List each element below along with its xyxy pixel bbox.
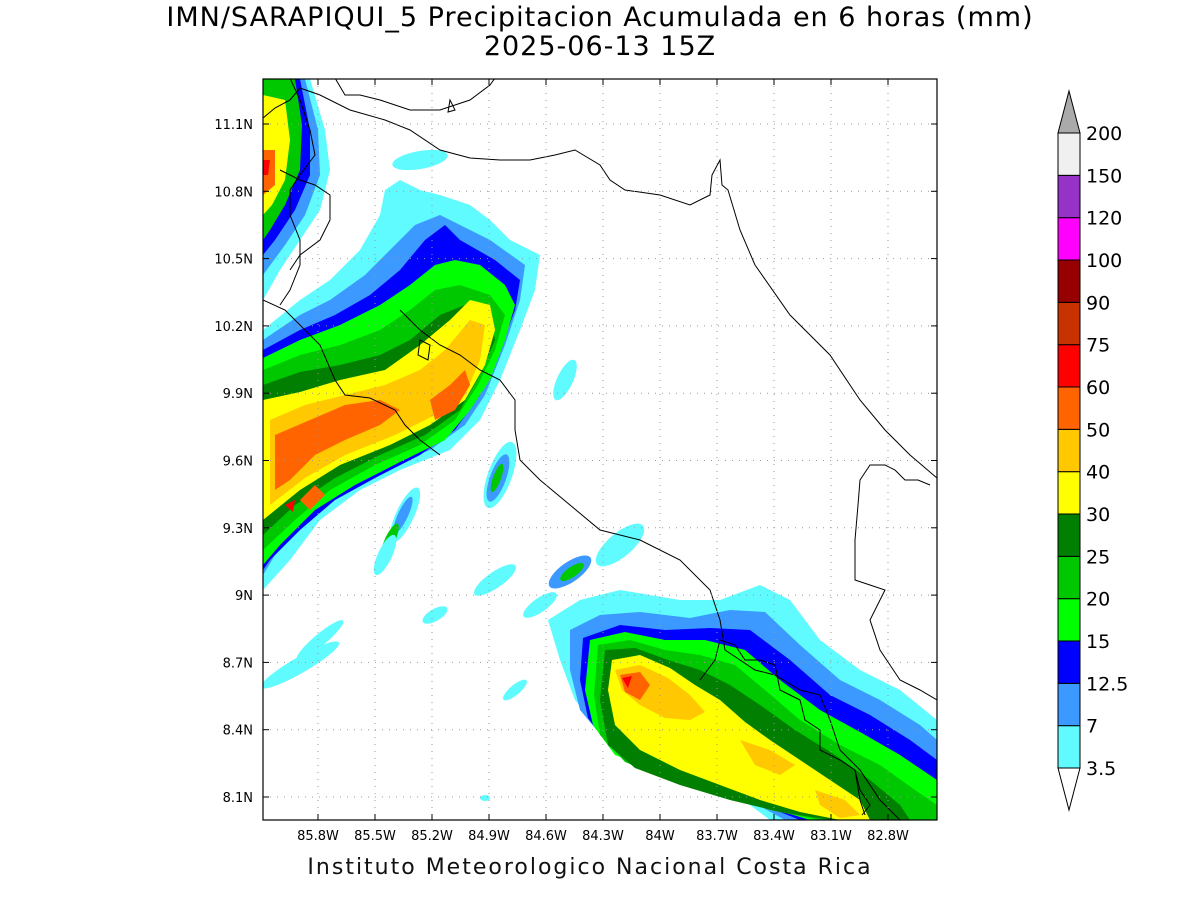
colorbar-swatch [1057,555,1081,600]
lon-tick-label: 83.1W [810,829,852,844]
colorbar-label: 12.5 [1086,673,1128,695]
colorbar-swatch [1057,428,1081,473]
colorbar-label: 60 [1086,377,1110,399]
colorbar-label: 100 [1086,250,1122,272]
coastline-borders [263,79,937,820]
lat-tick-label: 9.9N [223,387,253,402]
lat-tick-label: 10.8N [214,185,253,200]
lat-tick-label: 9.3N [223,522,253,537]
longitude-axis: 85.8W 85.5W 85.2W 84.9W 84.6W 84.3W 84W 83.7W 83… [297,79,909,844]
lon-tick-label: 84.6W [525,829,567,844]
rain-band-southeast [548,585,937,820]
map-title: IMN/SARAPIQUI_5 Precipitacion Acumulada … [166,2,1034,33]
colorbar-label: 120 [1086,208,1122,230]
colorbar-swatch [1057,301,1081,346]
colorbar-label: 90 [1086,292,1110,314]
colorbar-swatch [1057,132,1081,176]
rain-band-northwest [263,180,540,590]
colorbar-label: 50 [1086,419,1110,441]
colorbar-legend: 3.5 7 12.5 15 20 25 30 40 50 60 75 90 100 120 150 200 [1057,89,1128,812]
colorbar-swatch [1057,386,1081,430]
lon-tick-label: 84W [645,829,675,844]
colorbar-swatch [1057,682,1081,727]
lat-tick-label: 11.1N [214,118,253,133]
lat-lon-grid [263,79,937,820]
rain-band-north-coast [263,79,330,300]
lon-tick-label: 84.9W [468,829,510,844]
colorbar-swatch [1057,217,1081,261]
lat-tick-label: 9.6N [223,455,253,470]
colorbar-label: 7 [1086,716,1098,738]
colorbar-swatch [1057,598,1081,642]
colorbar-max-arrow [1057,89,1081,134]
colorbar-swatch [1057,725,1081,769]
colorbar-swatch [1057,640,1081,684]
lon-tick-label: 84.3W [582,829,624,844]
colorbar-label: 75 [1086,335,1110,357]
lon-tick-label: 83.4W [753,829,795,844]
colorbar-label: 3.5 [1086,758,1116,780]
lon-tick-label: 85.5W [354,829,396,844]
lat-tick-label: 8.7N [223,656,253,671]
lat-tick-label: 9N [235,589,253,604]
colorbar-label: 200 [1086,123,1122,145]
lat-tick-label: 8.1N [223,791,253,806]
colorbar-swatch [1057,471,1081,515]
lat-tick-label: 10.2N [214,320,253,335]
colorbar-label: 20 [1086,589,1110,611]
colorbar-min-arrow [1057,767,1081,812]
lat-tick-label: 10.5N [214,253,253,268]
colorbar-swatch [1057,174,1081,219]
colorbar-swatch [1057,344,1081,388]
lat-tick-label: 8.4N [223,724,253,739]
map-frame [262,78,938,821]
lon-tick-label: 82.8W [867,829,909,844]
colorbar-label: 15 [1086,631,1110,653]
lon-tick-label: 85.2W [411,829,453,844]
latitude-axis: 11.1N 10.8N 10.5N 10.2N 9.9N 9.6N 9.3N 9N 8.7N 8.… [214,118,937,806]
colorbar-label: 150 [1086,165,1122,187]
precipitation-field [263,79,937,820]
colorbar-swatch [1057,513,1081,557]
footer-credit: Instituto Meteorologico Nacional Costa R… [307,855,873,880]
rain-scattered-cells [263,149,645,801]
colorbar-label: 25 [1086,546,1110,568]
lon-tick-label: 85.8W [297,829,339,844]
colorbar-swatch [1057,259,1081,303]
colorbar-label: 40 [1086,462,1110,484]
map-subtitle-date: 2025-06-13 15Z [483,31,717,62]
colorbar-label: 30 [1086,504,1110,526]
lon-tick-label: 83.7W [696,829,738,844]
